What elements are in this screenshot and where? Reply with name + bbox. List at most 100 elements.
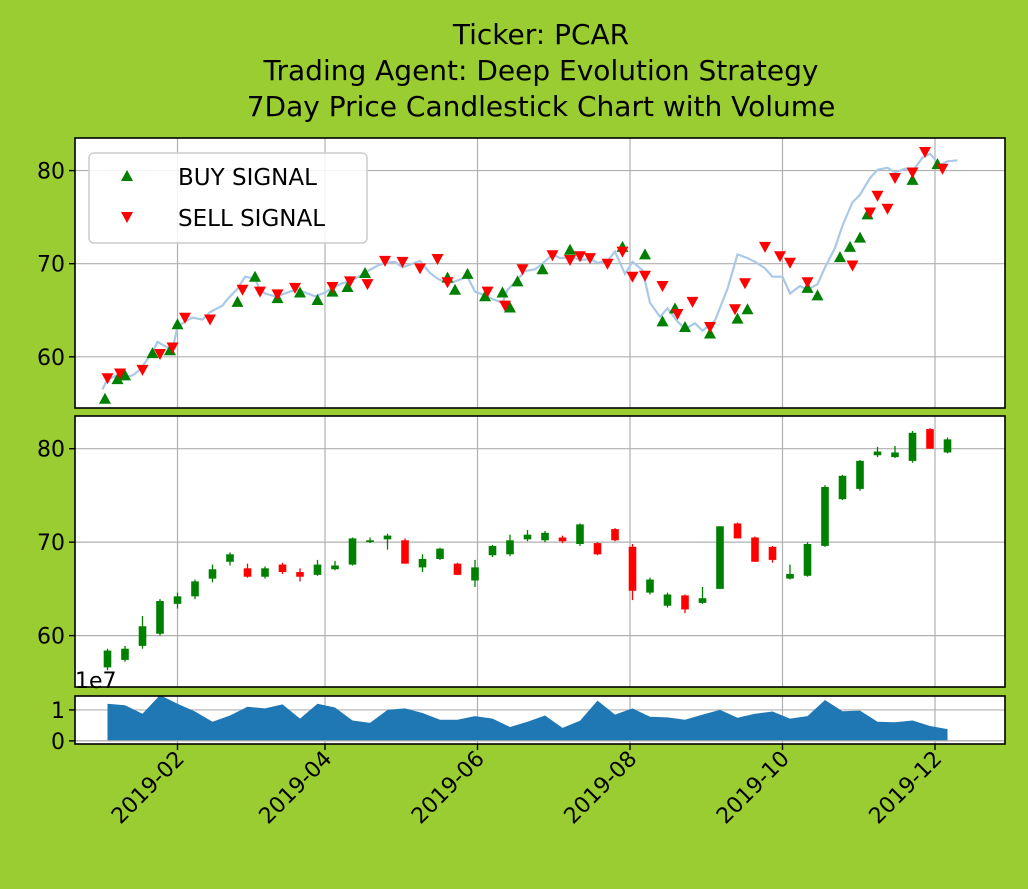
candle-body — [698, 598, 707, 603]
title-line-agent: Trading Agent: Deep Evolution Strategy — [263, 54, 819, 87]
sell-signal-marker — [481, 286, 494, 298]
figure-title: Ticker: PCAR Trading Agent: Deep Evoluti… — [247, 18, 836, 123]
candle-body — [751, 537, 759, 562]
sell-signal-marker — [601, 258, 614, 270]
candle-body — [943, 439, 952, 453]
candle-body — [768, 546, 777, 560]
buy-signal-marker — [99, 392, 111, 404]
candle-body — [523, 534, 532, 540]
candle-body — [208, 569, 217, 579]
legend-buy-marker — [121, 170, 133, 181]
sell-signal-marker — [729, 304, 741, 316]
buy-signal-markers — [99, 158, 944, 404]
buy-signal-marker — [449, 283, 461, 295]
candle-y-ticks: 60 70 80 — [37, 438, 75, 650]
sell-signal-marker — [936, 163, 949, 175]
sell-signal-markers — [101, 146, 949, 385]
sell-signal-marker — [739, 278, 751, 290]
buy-signal-marker — [731, 312, 744, 324]
sell-signal-marker — [396, 256, 409, 268]
candle-body — [366, 540, 374, 543]
buy-signal-marker — [359, 267, 371, 278]
x-tick-labels: 2019-02 2019-04 2019-06 2019-08 2019-10 2019-… — [107, 744, 947, 829]
candle-body — [681, 595, 689, 610]
candle-body — [453, 563, 462, 575]
sell-signal-marker — [166, 342, 179, 354]
x-tick-label-2019-06: 2019-06 — [407, 747, 490, 830]
title-line-chart: 7Day Price Candlestick Chart with Volume — [247, 90, 836, 123]
candle-gridlines — [75, 416, 1005, 687]
candle-body — [488, 545, 497, 556]
sell-signal-marker — [441, 277, 454, 289]
legend-box — [88, 152, 368, 244]
sell-signal-marker — [574, 251, 586, 263]
candle-body — [856, 460, 864, 489]
buy-signal-marker — [811, 289, 824, 301]
buy-signal-marker — [294, 286, 306, 298]
buy-signal-marker — [479, 290, 491, 302]
candle-body — [576, 524, 584, 545]
candle-body — [348, 538, 357, 565]
price-signal-panel: 60 70 80 BUY SIGNAL SELL SIGNAL — [37, 137, 1006, 409]
candlestick-panel: 60 70 80 — [37, 415, 1006, 688]
sell-signal-marker — [889, 173, 901, 185]
sell-signal-marker — [499, 300, 511, 312]
legend-buy-label: BUY SIGNAL — [178, 165, 317, 191]
candle-body — [506, 540, 514, 555]
candle-body — [803, 544, 812, 576]
candle-body — [156, 601, 164, 634]
sell-signal-marker — [564, 254, 576, 266]
price-ytick-label-70: 70 — [37, 253, 65, 278]
x-tick-label-2019-04: 2019-04 — [255, 747, 338, 830]
sell-signal-marker — [289, 282, 301, 294]
sell-signal-marker — [704, 322, 716, 333]
legend-sell-label: SELL SIGNAL — [178, 206, 325, 232]
price-ytick-label-80: 80 — [37, 160, 65, 185]
sell-signal-marker — [154, 349, 166, 360]
sell-signal-marker — [361, 279, 374, 291]
candle-body — [926, 429, 934, 449]
volume-fill — [107, 695, 948, 741]
x-tick-label-2019-08: 2019-08 — [560, 747, 643, 830]
candle-body — [663, 594, 672, 606]
candle-body — [103, 650, 112, 668]
volume-ytick-label-1: 1 — [51, 699, 65, 724]
sell-signal-marker — [516, 264, 529, 276]
title-line-ticker: Ticker: PCAR — [452, 18, 629, 51]
buy-signal-marker — [504, 301, 516, 313]
sell-signal-marker — [204, 314, 216, 326]
candle-body — [191, 581, 199, 597]
candle-body — [173, 596, 182, 604]
sell-signal-marker — [236, 284, 249, 296]
buy-signal-marker — [639, 248, 651, 260]
candle-body — [313, 564, 322, 575]
sell-signal-marker — [686, 296, 699, 308]
candle-body — [383, 535, 392, 540]
candle-body — [401, 540, 409, 564]
sell-signal-marker — [179, 312, 191, 324]
buy-signal-marker — [146, 347, 159, 359]
sell-signal-marker — [906, 167, 919, 179]
buy-signal-marker — [341, 280, 354, 292]
sell-signal-marker — [271, 289, 284, 301]
candle-body — [611, 529, 619, 541]
sell-signal-marker — [584, 253, 596, 265]
candle-body — [558, 537, 567, 542]
price-y-ticks: 60 70 80 — [37, 160, 75, 371]
candle-body — [733, 523, 742, 539]
sell-signal-marker — [784, 257, 796, 269]
candle-body — [821, 487, 829, 546]
sell-signal-marker — [344, 276, 356, 288]
candle-ytick-label-70: 70 — [37, 531, 65, 556]
candle-body — [786, 573, 794, 579]
buy-signal-marker — [679, 321, 691, 332]
volume-panel-frame — [74, 695, 1006, 745]
sell-signal-marker — [759, 241, 771, 253]
candle-body — [226, 554, 234, 562]
price-panel-frame — [74, 137, 1006, 409]
candle-panel-background — [75, 416, 1005, 687]
candle-body — [418, 558, 427, 568]
candle-body — [541, 532, 549, 541]
candle-ytick-label-80: 80 — [37, 438, 65, 463]
sell-signal-marker — [101, 373, 114, 385]
